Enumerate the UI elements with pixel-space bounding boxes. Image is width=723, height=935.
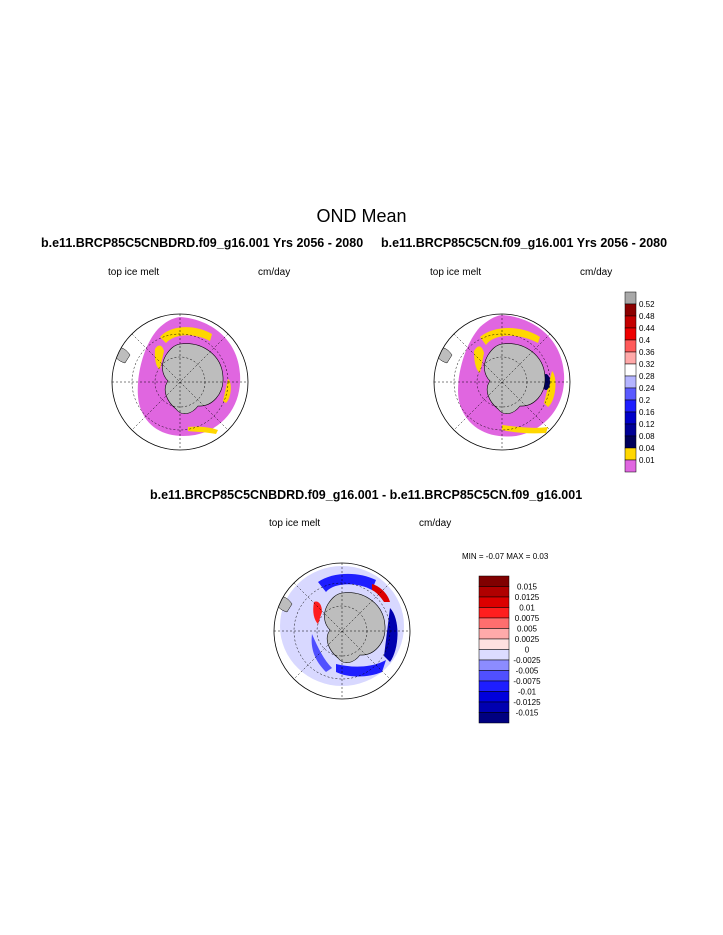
colorbar-main-box-9 [624, 399, 637, 413]
colorbar-diff-box-3 [478, 607, 510, 619]
colorbar-diff-box-6 [478, 638, 510, 650]
colorbar-main-label-6: 0.28 [639, 372, 655, 381]
colorbar-main-box-2 [624, 315, 637, 329]
colorbar-diff-label-12: -0.015 [516, 709, 539, 718]
panel-2-units-label: cm/day [580, 267, 613, 278]
melt-yellow-bottom [188, 426, 218, 434]
colorbar-main-boxes [624, 291, 637, 473]
colorbar-diff-box-9 [478, 670, 510, 682]
diff-red-patch [372, 584, 390, 602]
antarctica-landmass [324, 592, 386, 663]
melt-yellow-left [474, 346, 484, 373]
melt-yellow-right [544, 371, 556, 407]
melt-yellow-arc [160, 327, 212, 343]
colorbar-diff-box-5 [478, 628, 510, 640]
diff-panel-title: b.e11.BRCP85C5CNBDRD.f09_g16.001 - b.e11… [150, 488, 583, 502]
diff-panel-variable-label: top ice melt [269, 518, 321, 529]
colorbar-diff-label-7: -0.0025 [513, 656, 541, 665]
colorbar-diff-box-11 [478, 691, 510, 703]
colorbar-main-box-6 [624, 363, 637, 377]
colorbar-main-box-8 [624, 387, 637, 401]
colorbar-main-box-7 [624, 375, 637, 389]
colorbar-diff-label-4: 0.005 [517, 625, 538, 634]
panel-2-title: b.e11.BRCP85C5CN.f09_g16.001 Yrs 2056 - … [381, 236, 668, 250]
diff-minmax-label: MIN = -0.07 MAX = 0.03 [462, 552, 549, 561]
colorbar-diff-label-1: 0.0125 [515, 593, 540, 602]
colorbar-main-label-4: 0.36 [639, 348, 655, 357]
colorbar-main-label-3: 0.4 [639, 336, 651, 345]
colorbar-main-box-10 [624, 411, 637, 425]
colorbar-main-label-8: 0.2 [639, 396, 651, 405]
colorbar-main-label-5: 0.32 [639, 360, 655, 369]
colorbar-main-box-11 [624, 423, 637, 437]
colorbar-main-box-4 [624, 339, 637, 353]
diff-blue-arc [318, 573, 376, 592]
colorbar-main-label-0: 0.52 [639, 300, 655, 309]
colorbar-main-label-9: 0.16 [639, 408, 655, 417]
colorbar-main-label-13: 0.01 [639, 456, 655, 465]
polar-map-2 [433, 313, 571, 451]
colorbar-diff-box-1 [478, 586, 510, 598]
colorbar-diff-box-8 [478, 659, 510, 671]
colorbar-main-label-7: 0.24 [639, 384, 655, 393]
colorbar-main-box-12 [624, 435, 637, 449]
antarctica-landmass [484, 343, 546, 414]
melt-yellow-bottom [502, 425, 548, 434]
colorbar-diff-box-10 [478, 680, 510, 692]
colorbar-diff-label-10: -0.01 [518, 688, 537, 697]
colorbar-diff-label-3: 0.0075 [515, 614, 540, 623]
diff-panel-units-label: cm/day [419, 518, 452, 529]
melt-yellow-left [154, 345, 164, 369]
panel-2-variable-label: top ice melt [430, 267, 482, 278]
colorbar-diff-label-5: 0.0025 [515, 635, 540, 644]
diff-blue-right [384, 608, 398, 662]
colorbar-diff-box-0 [478, 575, 510, 587]
melt-yellow-right [223, 379, 231, 403]
colorbar-diff-box-7 [478, 649, 510, 661]
panel-1-title: b.e11.BRCP85C5CNBDRD.f09_g16.001 Yrs 205… [41, 236, 364, 250]
colorbar-diff-label-11: -0.0125 [513, 698, 541, 707]
colorbar-main-label-11: 0.08 [639, 432, 655, 441]
diff-red-left [313, 601, 322, 624]
diff-blue-left [311, 634, 332, 672]
colorbar-diff-label-2: 0.01 [519, 604, 535, 613]
colorbar-main: 0.52 0.48 0.44 0.4 0.36 0.32 0.28 0.24 0.2 0.16 0.… [624, 291, 655, 473]
colorbar-main-box-5 [624, 351, 637, 365]
panel-1-variable-label: top ice melt [108, 267, 160, 278]
colorbar-diff-label-9: -0.0075 [513, 677, 541, 686]
panel-1-units-label: cm/day [258, 267, 291, 278]
colorbar-main-box-13 [624, 447, 637, 461]
polar-map-diff [273, 562, 411, 700]
colorbar-diff-box-12 [478, 701, 510, 713]
page-title: OND Mean [316, 206, 407, 226]
colorbar-diff-label-0: 0.015 [517, 583, 538, 592]
colorbar-main-label-12: 0.04 [639, 444, 655, 453]
colorbar-main-box-3 [624, 327, 637, 341]
colorbar-diff-box-13 [478, 712, 510, 724]
antarctica-landmass [162, 343, 224, 414]
colorbar-diff-label-8: -0.005 [516, 667, 539, 676]
polar-map-1 [111, 313, 249, 451]
colorbar-main-label-1: 0.48 [639, 312, 655, 321]
colorbar-diff-label-6: 0 [525, 646, 530, 655]
colorbar-diff-boxes [478, 575, 510, 724]
melt-yellow-arc [480, 328, 540, 345]
colorbar-main-label-2: 0.44 [639, 324, 655, 333]
colorbar-diff-box-2 [478, 596, 510, 608]
colorbar-main-label-10: 0.12 [639, 420, 655, 429]
colorbar-main-box-1 [624, 303, 637, 317]
colorbar-main-box-14 [624, 459, 637, 473]
diff-blue-bottom [336, 660, 386, 677]
colorbar-diff-box-4 [478, 617, 510, 629]
colorbar-main-box-0 [624, 291, 637, 305]
colorbar-main-labels: 0.52 0.48 0.44 0.4 0.36 0.32 0.28 0.24 0.2 0.16 0.… [639, 300, 655, 465]
